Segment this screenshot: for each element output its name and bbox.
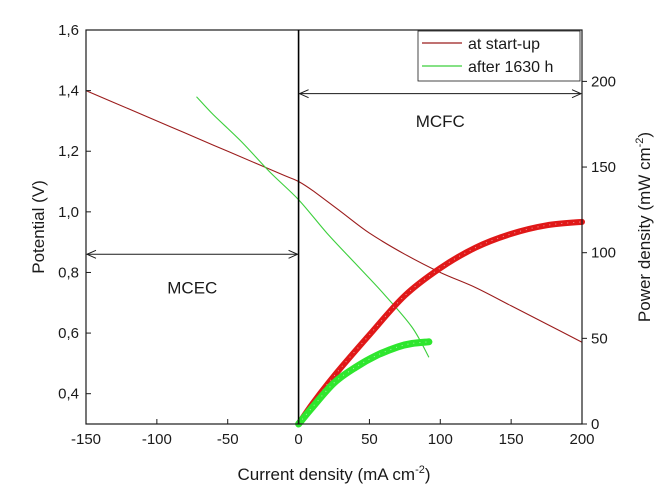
x-tick-label-0: -150 <box>71 431 101 448</box>
y-tick-label-1: 0,6 <box>58 325 79 342</box>
legend: at start-up after 1630 h <box>417 30 581 82</box>
y-tick-label-2: 0,8 <box>58 264 79 281</box>
x-tick-label-5: 100 <box>428 431 453 448</box>
y-tick-label-3: 1,0 <box>58 204 79 221</box>
annotation-arrowhead-left-1 <box>85 249 97 259</box>
y2-tick-label-2: 100 <box>591 245 616 262</box>
y2-tick-label-3: 150 <box>591 159 616 176</box>
annotation-arrowhead-right-0 <box>571 89 583 99</box>
x-tick-label-4: 50 <box>361 431 378 448</box>
y-tick-label-6: 1,6 <box>58 22 79 39</box>
polarization-curve-0 <box>85 90 583 343</box>
y-axis-title: Potential (V) <box>29 180 48 274</box>
annotation-arrowhead-left-0 <box>298 89 309 99</box>
y-tick-label-5: 1,4 <box>58 83 79 100</box>
plot-frame <box>85 29 583 425</box>
x-tick-label-6: 150 <box>499 431 524 448</box>
power-curve-3-markers <box>298 341 429 425</box>
y2-axis-title: Power density (mW cm-2) <box>634 132 654 322</box>
y2-tick-label-4: 200 <box>591 73 616 90</box>
polarization-curve-1 <box>196 96 430 358</box>
legend-box <box>417 30 581 82</box>
y-tick-label-4: 1,2 <box>58 143 79 160</box>
x-tick-label-3: 0 <box>294 431 302 448</box>
y2-tick-label-0: 0 <box>591 416 599 433</box>
x-axis-title: Current density (mA cm-2) <box>237 464 430 484</box>
x-tick-label-2: -50 <box>217 431 239 448</box>
x-tick-label-1: -100 <box>142 431 172 448</box>
annotation-label-0: MCFC <box>416 112 465 131</box>
legend-label-1: after 1630 h <box>468 59 553 76</box>
y2-tick-label-1: 50 <box>591 330 608 347</box>
legend-label-0: at start-up <box>468 36 540 53</box>
annotation-arrowhead-right-1 <box>288 249 299 259</box>
x-tick-label-7: 200 <box>569 431 594 448</box>
y-tick-label-0: 0,4 <box>58 386 79 403</box>
annotation-label-1: MCEC <box>167 279 217 298</box>
